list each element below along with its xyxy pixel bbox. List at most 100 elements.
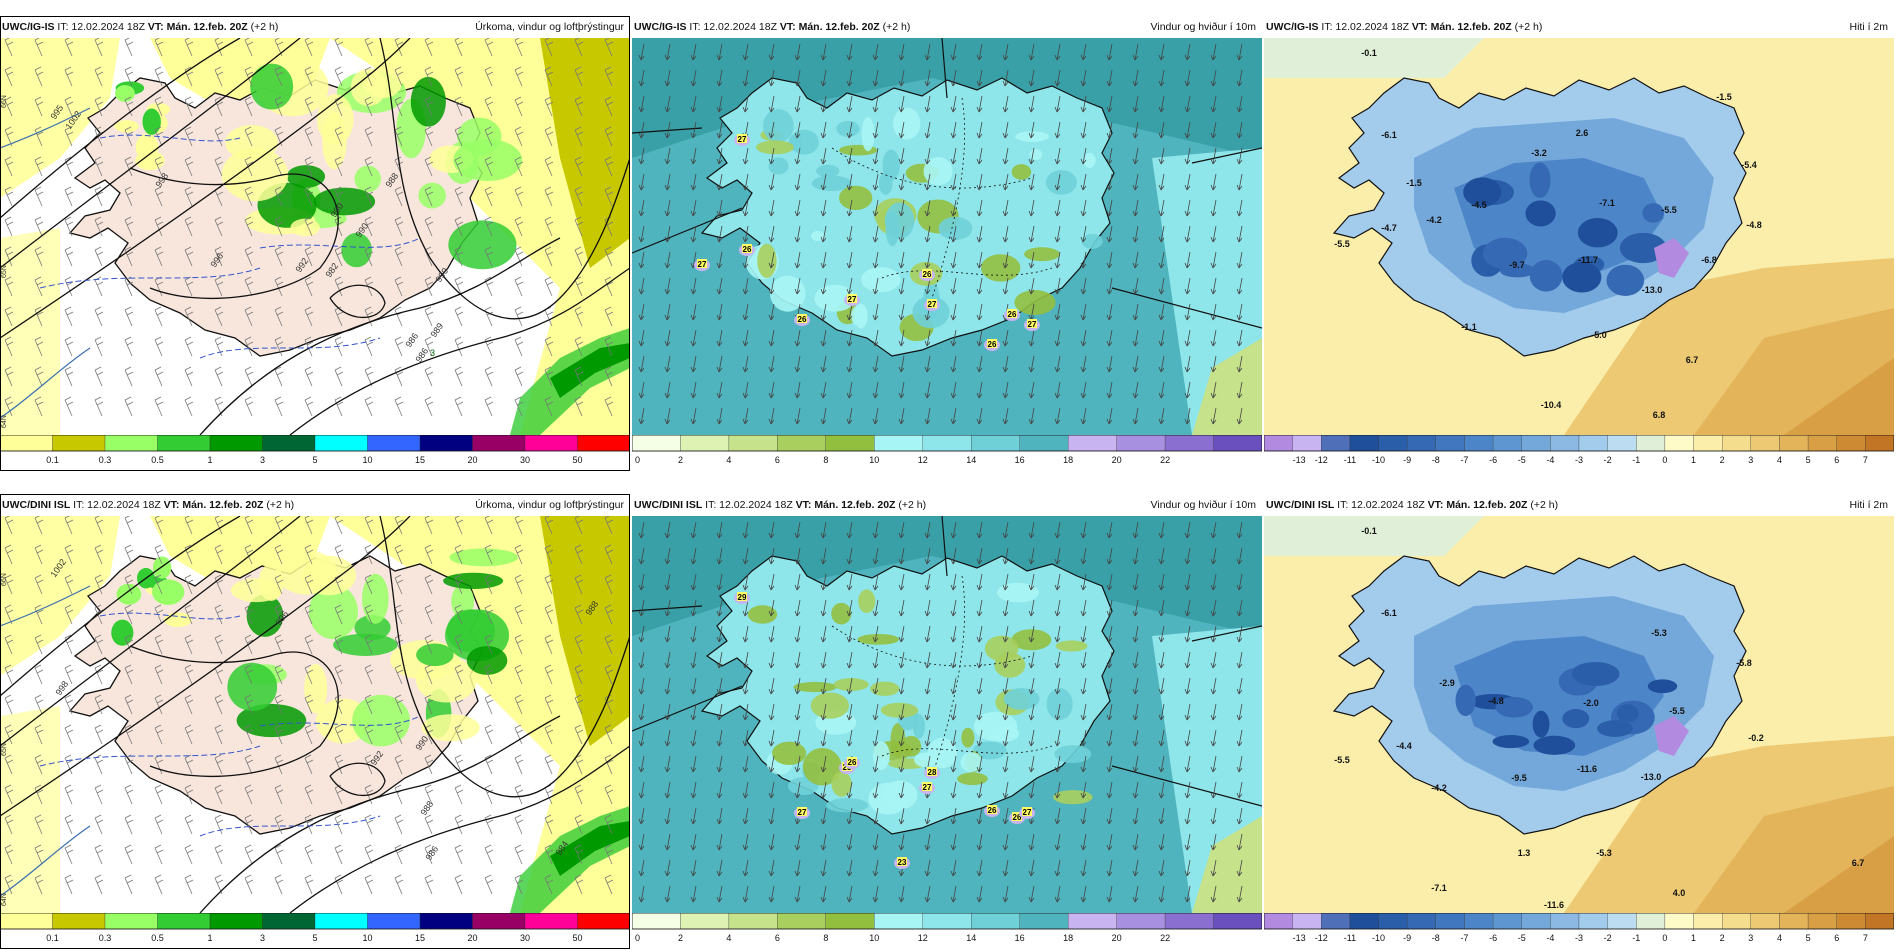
wind-arrow [1184,381,1191,399]
precip-patch [290,218,320,237]
wind-arrow [1106,251,1113,269]
wind-arrow [1106,599,1113,617]
wind-barb [364,664,374,685]
wind-arrow [742,833,749,851]
wind-barb [244,574,254,595]
wind-arrow [820,859,827,877]
wind-arrow [1106,755,1113,773]
wind-patch [923,157,953,186]
wind-barb [544,336,554,357]
wind-arrow [1002,43,1009,61]
wind-barb [454,634,464,655]
wind-barb [124,156,134,177]
colorbar-label: 10 [362,455,372,465]
blue-isoline [0,107,91,149]
wind-barb [154,396,164,417]
wind-arrow [898,329,905,347]
wind-arrow [950,677,957,695]
wind-barb [184,724,194,745]
wind-barb [424,66,434,87]
wind-arrow [1210,251,1217,269]
colorbar-label: 0.5 [151,933,164,943]
wind-barb [244,216,254,237]
wind-arrow [742,651,749,669]
wind-barb [334,814,344,835]
wind-arrow [1210,173,1217,191]
colorbar-frame [0,913,630,930]
temp-colorbar: -13 -12 -11 -10 -9 -8 -7 -6 -5 -4 -3 -2 -1 0 1 2 3 4 5 6 7 [1264,435,1894,465]
wind-barb [484,156,494,177]
svg-text:27: 27 [923,783,932,792]
wind-arrow [846,781,853,799]
wind-arrow [1132,573,1139,591]
colorbar-label: -8 [1432,455,1440,465]
precip-patch [227,662,278,712]
wind-barb [454,246,464,267]
wind-arrow [1158,303,1165,321]
wind-barb [154,516,164,535]
wind-barb [124,754,134,775]
wind-barb [574,156,584,177]
wind-arrow [1054,121,1061,139]
wind-arrow [690,521,697,539]
wind-barb [454,664,464,685]
cold-patch [1642,203,1665,223]
precip-patch [550,821,630,876]
colorbar-label: 14 [966,455,976,465]
wind-arrow [1132,95,1139,113]
colorbar-swatch [825,435,875,452]
svg-text:26: 26 [1013,813,1022,822]
isobar [129,645,339,778]
wind-arrow [1080,69,1087,87]
wind-arrow [872,69,879,87]
wind-arrow [742,859,749,877]
wind-arrow [1132,547,1139,565]
wind-arrow [924,599,931,617]
wind-arrow [1002,147,1009,165]
colorbar-label: 1 [1691,933,1696,943]
wind-arrow [664,277,671,295]
wind-arrow [1184,329,1191,347]
wind-barb [364,336,374,357]
wind-barb [304,66,314,87]
colorbar-label: 4 [1777,933,1782,943]
wind-arrow [820,703,827,721]
wind-barb [4,724,14,745]
wind-barb [604,156,614,177]
wind-barb [424,874,434,895]
wind-arrow [1106,329,1113,347]
wind-arrow [924,407,931,425]
wind-arrow [1002,677,1009,695]
wind-arrow [1054,251,1061,269]
wind-barb [244,336,254,357]
wind-arrow [1236,329,1243,347]
wind-arrow [820,225,827,243]
wind-arrow [664,521,671,539]
wind-arrow [1184,147,1191,165]
wind-arrow [742,677,749,695]
wind-arrow [846,703,853,721]
wind-patch [878,172,893,195]
wind-arrow [1002,833,1009,851]
wind-arrow [690,755,697,773]
wind-arrow [664,755,671,773]
wind-barb [574,306,584,327]
wind-arrow [716,69,723,87]
cold-patch [1647,679,1678,694]
wind-barb [34,754,44,775]
isobar [0,516,411,817]
svg-text:26: 26 [848,758,857,767]
colorbar-swatch [1116,913,1166,930]
wind-arrow [690,381,697,399]
wind-barb [214,216,224,237]
wind-barb [454,66,464,87]
wind-barb [154,814,164,835]
wind-arrow [820,599,827,617]
wind-barb [514,186,524,207]
cold-patch [1597,720,1633,737]
wind-arrow [1054,547,1061,565]
wind-barb [124,516,134,535]
wind-arrow [768,521,775,539]
wind-barb [394,724,404,745]
svg-text:27: 27 [848,295,857,304]
